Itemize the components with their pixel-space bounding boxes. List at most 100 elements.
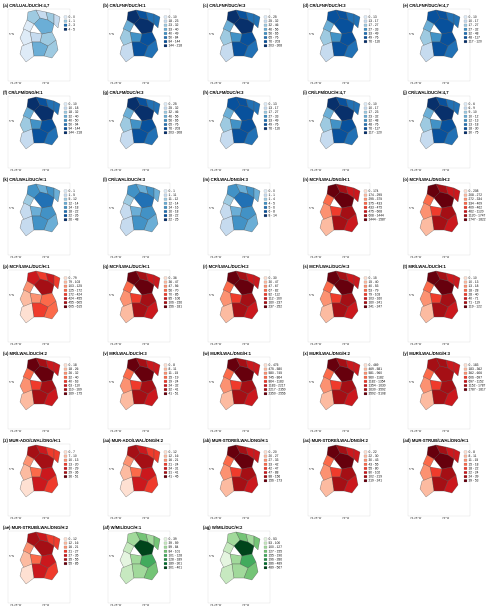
legend-swatch [63, 19, 68, 23]
legend-swatch [463, 40, 468, 43]
choropleth-map: (af) W/MIL/DUC/H:1 5°N 74.25°W 74°W 0 - 3939… [103, 525, 183, 607]
choropleth-map: (s) MCF/LWAL/DUC/H:3 5°N 74.25°W 74°W 0 - 15… [303, 264, 382, 346]
map-frame [107, 95, 171, 169]
map-district [453, 274, 461, 290]
longitude-label: 74°W [42, 168, 50, 172]
latitude-label: 5°N [309, 32, 314, 36]
panel-title: (aa) MUR-ADO/LWAL/DNG/H:2 [103, 438, 164, 443]
legend-swatch [63, 458, 68, 462]
choropleth-map: (o) MCF/LWAL/DNG/H:2 5°N 74.25°W 74°W 0 - 20… [403, 177, 486, 259]
legend-swatch [463, 193, 468, 197]
map-district [143, 213, 159, 233]
legend-swatch [263, 450, 268, 454]
longitude-label: 74.25°W [310, 429, 322, 433]
legend-swatch [363, 23, 368, 27]
legend-label: 0 - 22 [369, 450, 377, 454]
legend-swatch [363, 214, 368, 217]
panel-title: (e) CR/LFNF/DUC/H:4,7 [403, 3, 450, 8]
legend-swatch [263, 566, 268, 570]
legend-label: 18 - 26 [69, 367, 79, 371]
legend-swatch [63, 214, 68, 217]
legend-swatch [163, 276, 168, 280]
legend-swatch [163, 27, 168, 31]
legend-label: 32 - 48 [469, 31, 479, 35]
longitude-label: 74.25°W [210, 342, 222, 346]
legend-label: 112 - 160 [269, 297, 282, 301]
legend-swatch [363, 19, 368, 23]
legend-swatch [163, 110, 168, 114]
legend-swatch [63, 388, 68, 391]
legend-swatch [363, 27, 368, 31]
legend-swatch [263, 554, 268, 557]
longitude-label: 74°W [242, 342, 250, 346]
legend-label: 301 - 401 [169, 566, 183, 570]
legend-label: 49 - 76 [269, 123, 279, 127]
legend-label: 605 - 615 [69, 305, 83, 309]
legend-label: 71 - 119 [469, 301, 481, 305]
legend-swatch [363, 276, 368, 280]
legend-label: 489 - 567 [269, 566, 283, 570]
map-frame [207, 182, 271, 256]
panel-title: (a) CR/LUAL/DUC/H:4,7 [3, 3, 50, 8]
legend-swatch [363, 119, 368, 122]
legend-label: 24 - 39 [469, 475, 479, 479]
legend-label: 117 - 120 [469, 40, 482, 44]
longitude-label: 74.25°W [310, 255, 322, 259]
legend-swatch [363, 284, 368, 288]
legend-label: 40 - 63 [69, 379, 79, 383]
legend-swatch [163, 44, 168, 48]
map-district [19, 302, 35, 324]
legend-swatch [463, 210, 468, 213]
panel-title: (y) MUR/LWAL/DNG/H:3 [403, 351, 451, 356]
legend-swatch [463, 467, 468, 470]
map-district [443, 387, 459, 407]
legend-swatch [263, 15, 268, 19]
legend-swatch [163, 293, 168, 296]
legend-label: 10 - 17 [469, 19, 479, 23]
legend-swatch [263, 305, 268, 309]
longitude-label: 74°W [242, 81, 250, 85]
legend-label: 76 - 203 [269, 40, 281, 44]
legend-label: 17 - 27 [369, 23, 379, 27]
map-district [153, 535, 161, 551]
legend-swatch [263, 367, 268, 371]
longitude-label: 74°W [142, 429, 150, 433]
legend-label: 76 - 117 [369, 127, 381, 131]
map-frame [7, 95, 71, 169]
legend-label: 23 - 32 [169, 23, 179, 27]
legend-label: 1 - 1 [269, 193, 276, 197]
legend-swatch [463, 131, 468, 135]
longitude-label: 74.25°W [10, 603, 22, 607]
longitude-label: 74.25°W [310, 168, 322, 172]
legend-swatch [163, 189, 168, 193]
legend-swatch [263, 102, 268, 106]
legend-label: 0 - 183 [469, 363, 479, 367]
legend-swatch [63, 201, 68, 205]
latitude-label: 5°N [9, 119, 14, 123]
legend-label: 0 - 8 [169, 363, 176, 367]
legend-label: 27 - 33 [269, 114, 279, 118]
longitude-label: 74°W [42, 255, 50, 259]
map-district [243, 213, 259, 233]
map-district [443, 300, 459, 320]
latitude-label: 5°N [409, 380, 414, 384]
legend-swatch [63, 305, 68, 309]
legend-swatch [163, 218, 168, 222]
legend-label: 18 - 30 [469, 127, 479, 131]
map-district [143, 387, 159, 407]
latitude-label: 5°N [409, 206, 414, 210]
legend-swatch [163, 367, 168, 371]
panel-title: (ag) W/MIL/DUC/H:2 [203, 525, 243, 530]
legend-label: 56 - 65 [269, 31, 279, 35]
legend-swatch [263, 36, 268, 39]
legend-label: 8 - 14 [269, 214, 277, 218]
legend-swatch [63, 371, 68, 375]
legend-label: 22 - 25 [169, 218, 179, 222]
map-frame [7, 443, 71, 517]
